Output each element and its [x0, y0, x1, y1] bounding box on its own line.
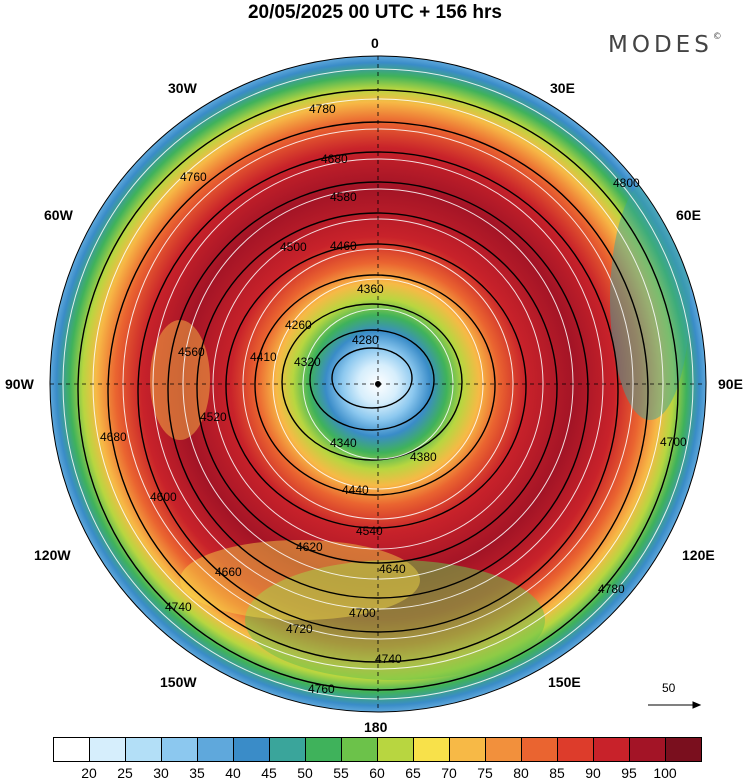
- contour-label: 4640: [379, 562, 406, 576]
- contour-label: 4700: [660, 435, 687, 449]
- map-boundary: [49, 55, 707, 713]
- legend-tick-label: 80: [513, 765, 529, 781]
- contour-label: 4520: [200, 410, 227, 424]
- legend-tick-label: 40: [225, 765, 241, 781]
- legend-tick-label: 20: [81, 765, 97, 781]
- legend-swatch: [521, 737, 558, 762]
- legend-swatch: [305, 737, 342, 762]
- contour-label: 4780: [309, 102, 336, 116]
- legend-tick-label: 75: [477, 765, 493, 781]
- contour-label: 4680: [321, 152, 348, 166]
- legend-tick-label: 90: [585, 765, 601, 781]
- legend-swatch: [377, 737, 414, 762]
- wind-reference-label: 50: [662, 681, 676, 695]
- lon-label-90e: 90E: [718, 376, 743, 392]
- contour-label: 4440: [342, 483, 369, 497]
- legend-swatch: [593, 737, 630, 762]
- legend-swatch: [665, 737, 702, 762]
- lon-label-60w: 60W: [44, 207, 73, 223]
- contour-label: 4500: [280, 240, 307, 254]
- contour-label: 4320: [294, 355, 321, 369]
- legend-tick-label: 35: [189, 765, 205, 781]
- lon-label-180: 180: [364, 719, 388, 735]
- contour-label: 4410: [250, 350, 277, 364]
- legend-swatch: [161, 737, 198, 762]
- contour-label: 4620: [296, 540, 323, 554]
- legend-tick-label: 70: [441, 765, 457, 781]
- contour-label: 4700: [349, 606, 376, 620]
- contour-label: 4260: [285, 318, 312, 332]
- contour-label: 4780: [598, 582, 625, 596]
- contour-label: 4740: [165, 600, 192, 614]
- contour-label: 4680: [100, 430, 127, 444]
- modes-logo: MODES©: [608, 32, 722, 58]
- lon-label-120e: 120E: [682, 547, 715, 563]
- contour-label: 4720: [286, 622, 313, 636]
- north-pole-marker: [375, 381, 381, 387]
- legend-swatch: [449, 737, 486, 762]
- legend-swatch: [233, 737, 270, 762]
- legend-swatch: [485, 737, 522, 762]
- contour-label: 4740: [375, 652, 402, 666]
- contour-label: 4540: [356, 524, 383, 538]
- legend-tick-label: 100: [653, 765, 677, 781]
- lon-label-30e: 30E: [550, 80, 575, 96]
- lon-label-0: 0: [371, 35, 379, 51]
- legend-swatch: [125, 737, 162, 762]
- contour-label: 4360: [357, 282, 384, 296]
- legend-tick-label: 30: [153, 765, 169, 781]
- contour-label: 4800: [613, 176, 640, 190]
- lon-label-30w: 30W: [168, 80, 197, 96]
- legend-tick-label: 85: [549, 765, 565, 781]
- legend-swatch: [413, 737, 450, 762]
- legend-swatch: [341, 737, 378, 762]
- map-title: 20/05/2025 00 UTC + 156 hrs: [247, 2, 503, 23]
- legend-swatch: [629, 737, 666, 762]
- legend-tick-label: 60: [369, 765, 385, 781]
- legend-swatch: [89, 737, 126, 762]
- contour-label: 4660: [215, 565, 242, 579]
- lon-label-150w: 150W: [160, 674, 197, 690]
- legend-swatch: [269, 737, 306, 762]
- legend-tick-label: 25: [117, 765, 133, 781]
- color-legend: [53, 737, 702, 764]
- lon-label-150e: 150E: [548, 674, 581, 690]
- contour-label: 4600: [150, 490, 177, 504]
- contour-label: 4760: [180, 170, 207, 184]
- contour-label: 4460: [330, 239, 357, 253]
- legend-tick-label: 45: [261, 765, 277, 781]
- legend-tick-label: 55: [333, 765, 349, 781]
- contour-label: 4560: [178, 345, 205, 359]
- legend-tick-label: 95: [621, 765, 637, 781]
- legend-tick-label: 65: [405, 765, 421, 781]
- contour-label: 4760: [308, 682, 335, 696]
- contour-label: 4380: [410, 450, 437, 464]
- lon-label-60e: 60E: [676, 207, 701, 223]
- contour-label: 4280: [352, 333, 379, 347]
- wind-reference-arrow: [648, 701, 702, 709]
- legend-swatch: [53, 737, 90, 762]
- contour-label: 4340: [330, 436, 357, 450]
- legend-swatch: [557, 737, 594, 762]
- legend-swatch: [197, 737, 234, 762]
- lon-label-90w: 90W: [5, 376, 34, 392]
- lon-label-120w: 120W: [34, 547, 71, 563]
- legend-tick-label: 50: [297, 765, 313, 781]
- contour-label: 4580: [330, 190, 357, 204]
